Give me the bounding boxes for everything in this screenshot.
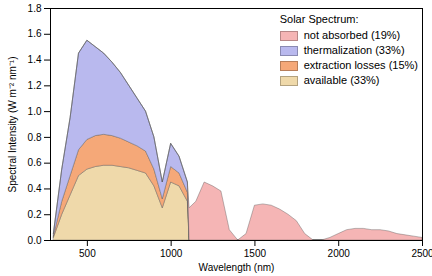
svg-text:2500: 2500 bbox=[411, 248, 432, 259]
svg-text:1.2: 1.2 bbox=[28, 80, 42, 91]
svg-text:0.8: 0.8 bbox=[28, 132, 42, 143]
html-text:available (33%): available (33%) bbox=[303, 74, 380, 86]
svg-text:1500: 1500 bbox=[244, 248, 267, 259]
html-text:Solar Spectrum:: Solar Spectrum: bbox=[279, 13, 359, 25]
svg-text:500: 500 bbox=[79, 248, 96, 259]
svg-text:1.4: 1.4 bbox=[28, 54, 42, 65]
html-text:not absorbed (19%): not absorbed (19%) bbox=[303, 29, 401, 41]
svg-text:1000: 1000 bbox=[160, 248, 183, 259]
html-text:extraction losses (15%): extraction losses (15%) bbox=[303, 59, 418, 71]
svg-text:1.6: 1.6 bbox=[28, 28, 42, 39]
svg-text:1.0: 1.0 bbox=[28, 106, 42, 117]
svg-text:Wavelength (nm): Wavelength (nm) bbox=[199, 262, 275, 273]
svg-text:0.6: 0.6 bbox=[28, 157, 42, 168]
svg-text:Spectral Intensity (W m⁻² nm⁻¹: Spectral Intensity (W m⁻² nm⁻¹) bbox=[7, 56, 18, 192]
svg-text:0.0: 0.0 bbox=[28, 235, 42, 246]
svg-text:2000: 2000 bbox=[328, 248, 351, 259]
html-text:thermalization (33%): thermalization (33%) bbox=[303, 44, 405, 56]
svg-text:0.4: 0.4 bbox=[28, 183, 42, 194]
svg-text:0.2: 0.2 bbox=[28, 209, 42, 220]
svg-text:1.8: 1.8 bbox=[28, 3, 42, 14]
